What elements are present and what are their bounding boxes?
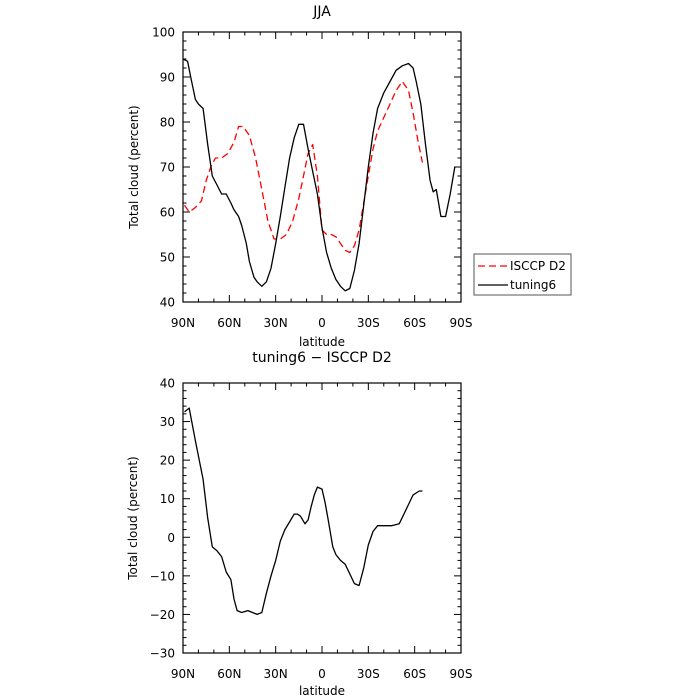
x-tick-label: 90N xyxy=(171,316,195,330)
y-tick-label: 40 xyxy=(160,377,175,391)
y-tick-label: 60 xyxy=(160,206,175,220)
legend-label-tuning6: tuning6 xyxy=(510,278,556,292)
legend-label-isccp-d2: ISCCP D2 xyxy=(510,259,566,273)
y-tick-label: 70 xyxy=(160,161,175,175)
series-line-tuning6 xyxy=(182,58,456,292)
y-tick-label: 20 xyxy=(160,454,175,468)
x-tick-label: 30N xyxy=(264,316,288,330)
y-tick-label: 80 xyxy=(160,116,175,130)
bottom-x-axis-label: latitude xyxy=(299,684,345,698)
series-line-panel2-1 xyxy=(184,407,423,616)
bottom-y-axis-label: Total cloud (percent) xyxy=(126,456,140,580)
y-tick-label: 30 xyxy=(160,415,175,429)
x-tick-label: 90S xyxy=(450,316,473,330)
series-line-isccp-d2 xyxy=(183,80,424,254)
x-tick-label: 60N xyxy=(217,667,241,681)
x-tick-label: 0 xyxy=(318,316,326,330)
legend: ISCCP D2 tuning6 xyxy=(473,253,572,296)
y-tick-label: 0 xyxy=(167,531,175,545)
bottom-plot-area: 90N 60N 30N 0 30S 60S 90S −30 −20 −10 0 10 20 30 40 xyxy=(150,377,473,682)
panel-top: JJA 90N 60N 30N 0 30S 60S 90S 40 50 60 70 80 90 100 l… xyxy=(127,4,572,349)
y-tick-label: 100 xyxy=(152,26,175,40)
y-tick-label: −20 xyxy=(150,608,175,622)
x-tick-label: 30N xyxy=(264,667,288,681)
plot-frame xyxy=(182,31,462,303)
legend-box xyxy=(473,253,572,296)
x-tick-label: 90N xyxy=(171,667,195,681)
bottom-chart-title: tuning6 − ISCCP D2 xyxy=(252,350,392,366)
x-tick-label: 30S xyxy=(357,667,380,681)
top-x-axis-label: latitude xyxy=(299,335,345,349)
y-tick-label: 50 xyxy=(160,251,175,265)
x-tick-label: 60N xyxy=(217,316,241,330)
top-y-axis-label: Total cloud (percent) xyxy=(127,105,141,229)
y-tick-label: 40 xyxy=(160,296,175,310)
y-tick-label: 90 xyxy=(160,71,175,85)
x-tick-label: 0 xyxy=(318,667,326,681)
y-tick-label: −10 xyxy=(150,569,175,583)
top-plot-area: 90N 60N 30N 0 30S 60S 90S 40 50 60 70 80 90 100 xyxy=(152,26,472,331)
plot-frame xyxy=(182,382,462,654)
panel-bottom: tuning6 − ISCCP D2 90N 60N 30N 0 30S 60S 90S −3… xyxy=(126,350,472,698)
x-tick-label: 60S xyxy=(403,667,426,681)
y-tick-label: −30 xyxy=(150,647,175,661)
x-tick-label: 90S xyxy=(450,667,473,681)
x-tick-label: 30S xyxy=(357,316,380,330)
y-tick-label: 10 xyxy=(160,492,175,506)
top-chart-title: JJA xyxy=(312,4,331,20)
x-tick-label: 60S xyxy=(403,316,426,330)
